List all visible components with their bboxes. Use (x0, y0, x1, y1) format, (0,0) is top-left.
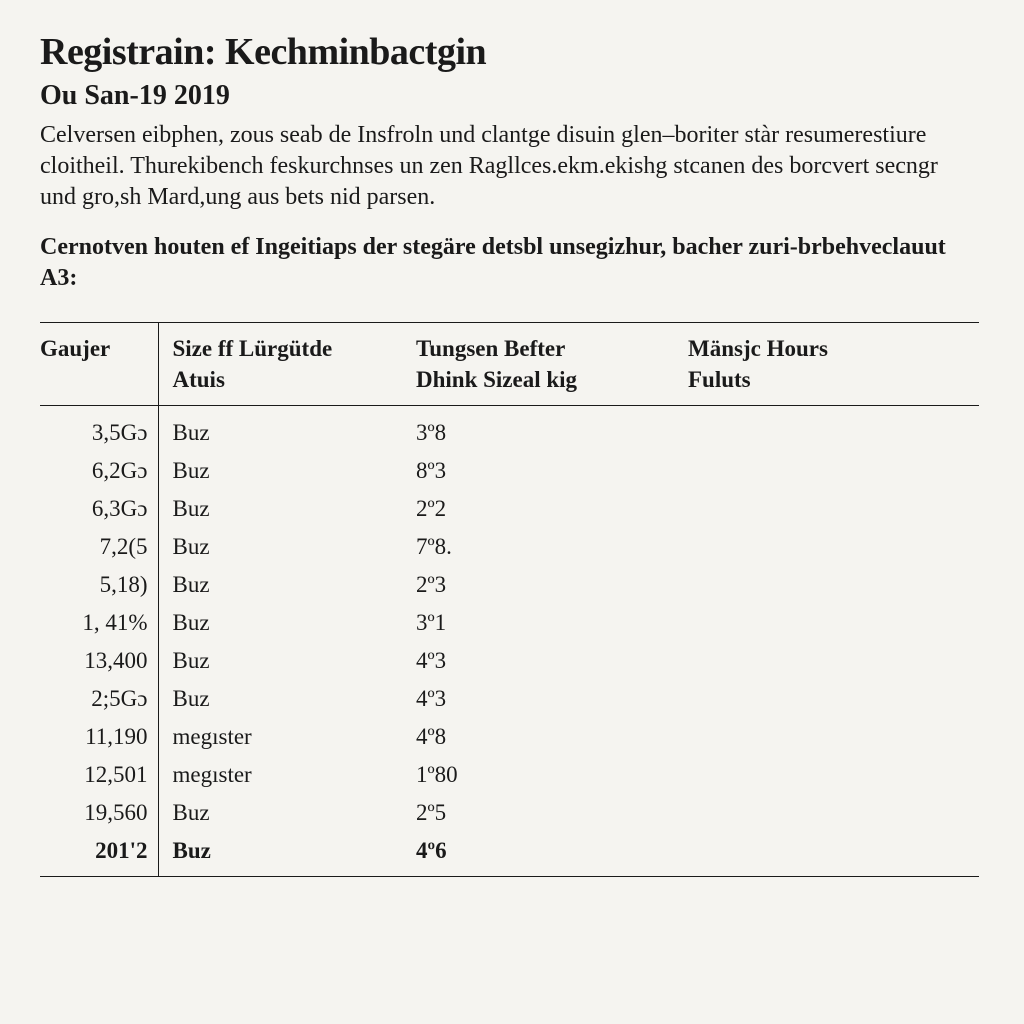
page-title: Registrain: Kechminbactgin (40, 30, 979, 74)
col-header-label: Gaujer (40, 336, 110, 361)
cell-hours (688, 832, 979, 877)
cell-size: Buz (158, 452, 408, 490)
cell-tungsen: 2º3 (408, 566, 688, 604)
cell-hours (688, 528, 979, 566)
cell-hours (688, 642, 979, 680)
cell-size: Buz (158, 832, 408, 877)
cell-tungsen: 8º3 (408, 452, 688, 490)
cell-size: Buz (158, 604, 408, 642)
cell-gaujer: 5,18) (40, 566, 158, 604)
cell-gaujer: 6,3Gɔ (40, 490, 158, 528)
cell-size: Buz (158, 642, 408, 680)
section-heading: Cernotven houten ef Ingeitiaps der stegä… (40, 232, 979, 294)
cell-size: Buz (158, 794, 408, 832)
cell-size: Buz (158, 566, 408, 604)
col-header-label: Mänsjc Hours (688, 336, 828, 361)
col-header-sublabel: Atuis (173, 367, 225, 392)
col-header-gaujer: Gaujer (40, 322, 158, 405)
table-row: 2;5GɔBuz4º3 (40, 680, 979, 718)
cell-size: Buz (158, 680, 408, 718)
table-row: 13,400Buz4º3 (40, 642, 979, 680)
intro-paragraph: Celversen eibphen, zous seab de Insfroln… (40, 120, 979, 214)
cell-gaujer: 6,2Gɔ (40, 452, 158, 490)
table-row: 12,501megıster1º80 (40, 756, 979, 794)
cell-size: megıster (158, 756, 408, 794)
cell-tungsen: 4º8 (408, 718, 688, 756)
cell-hours (688, 718, 979, 756)
cell-gaujer: 2;5Gɔ (40, 680, 158, 718)
cell-tungsen: 3º1 (408, 604, 688, 642)
cell-gaujer: 1, 41% (40, 604, 158, 642)
cell-hours (688, 756, 979, 794)
cell-size: megıster (158, 718, 408, 756)
cell-tungsen: 7º8. (408, 528, 688, 566)
cell-tungsen: 2º5 (408, 794, 688, 832)
table-row: 5,18)Buz2º3 (40, 566, 979, 604)
table-header-row: Gaujer Size ff Lürgütde Atuis Tungsen Be… (40, 322, 979, 405)
cell-hours (688, 566, 979, 604)
cell-hours (688, 406, 979, 453)
cell-hours (688, 680, 979, 718)
col-header-label: Size ff Lürgütde (173, 336, 333, 361)
cell-tungsen: 3º8 (408, 406, 688, 453)
table-row: 201'2Buz4º6 (40, 832, 979, 877)
table-row: 19,560Buz2º5 (40, 794, 979, 832)
col-header-sublabel: Dhink Sizeal kig (416, 367, 577, 392)
cell-size: Buz (158, 406, 408, 453)
table-row: 11,190megıster4º8 (40, 718, 979, 756)
cell-gaujer: 12,501 (40, 756, 158, 794)
page-subtitle: Ou San-19 2019 (40, 80, 979, 112)
cell-hours (688, 490, 979, 528)
table-body: 3,5GɔBuz3º86,2GɔBuz8º36,3GɔBuz2º27,2(5Bu… (40, 406, 979, 877)
cell-size: Buz (158, 528, 408, 566)
col-header-sublabel: Fuluts (688, 367, 751, 392)
cell-tungsen: 4º6 (408, 832, 688, 877)
table-row: 3,5GɔBuz3º8 (40, 406, 979, 453)
table-row: 6,3GɔBuz2º2 (40, 490, 979, 528)
table-row: 1, 41%Buz3º1 (40, 604, 979, 642)
cell-tungsen: 4º3 (408, 680, 688, 718)
cell-gaujer: 11,190 (40, 718, 158, 756)
cell-gaujer: 7,2(5 (40, 528, 158, 566)
cell-hours (688, 794, 979, 832)
col-header-hours: Mänsjc Hours Fuluts (688, 322, 979, 405)
cell-hours (688, 452, 979, 490)
col-header-tungsen: Tungsen Befter Dhink Sizeal kig (408, 322, 688, 405)
table-row: 7,2(5Buz7º8. (40, 528, 979, 566)
cell-gaujer: 13,400 (40, 642, 158, 680)
col-header-label: Tungsen Befter (416, 336, 565, 361)
cell-gaujer: 201'2 (40, 832, 158, 877)
cell-gaujer: 3,5Gɔ (40, 406, 158, 453)
cell-tungsen: 4º3 (408, 642, 688, 680)
cell-tungsen: 2º2 (408, 490, 688, 528)
col-header-size: Size ff Lürgütde Atuis (158, 322, 408, 405)
cell-size: Buz (158, 490, 408, 528)
cell-hours (688, 604, 979, 642)
table-row: 6,2GɔBuz8º3 (40, 452, 979, 490)
cell-gaujer: 19,560 (40, 794, 158, 832)
cell-tungsen: 1º80 (408, 756, 688, 794)
data-table: Gaujer Size ff Lürgütde Atuis Tungsen Be… (40, 322, 979, 877)
